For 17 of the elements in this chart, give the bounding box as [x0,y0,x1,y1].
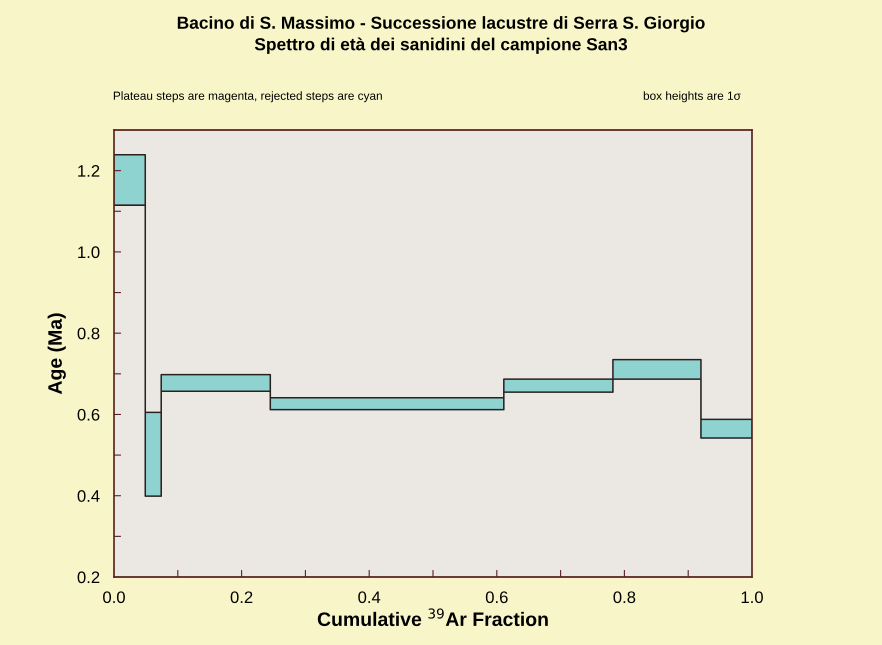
y-axis-title: Age (Ma) [48,313,66,394]
x-tick-label: 0.0 [103,591,125,604]
y-tick-label: 0.6 [78,408,100,421]
x-tick-label: 1.0 [742,591,763,604]
y-tick-label: 1.2 [78,165,100,177]
x-tick-label: 0.8 [613,591,636,604]
y-tick-label: 0.4 [78,490,100,502]
y-tick-label: 1.0 [78,246,100,258]
chart-title: Bacino di S. Massimo - Successione lacustre di Serra S. Giorgio Spettro di età dei sanidini del campione San3 [178,16,705,54]
x-tick-label: 0.4 [358,591,380,604]
x-tick-label: 0.6 [486,591,508,604]
x-tick-label: 0.2 [230,591,252,604]
text: Plateau steps are magenta, rejected steps are cyan [114,91,382,102]
text: box heights are 1σ [644,91,741,102]
y-tick-label: 0.8 [78,328,100,340]
x-axis-title: Cumulative $^{39}$Ar Fraction [318,608,548,626]
y-tick-label: 0.2 [78,571,100,584]
